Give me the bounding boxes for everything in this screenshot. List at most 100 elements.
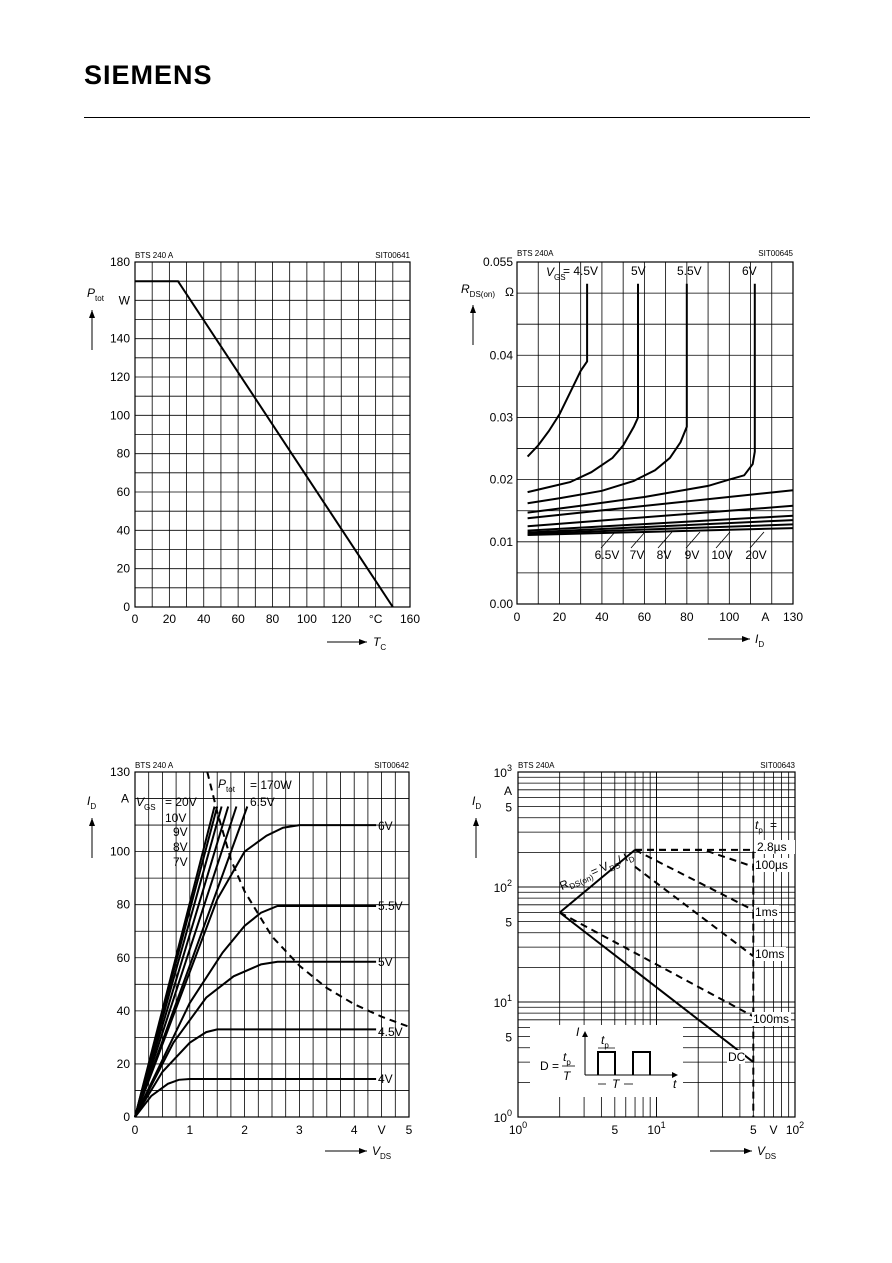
y-tick-label: 0.00 xyxy=(490,597,514,611)
x-tick-label: 120 xyxy=(331,612,351,626)
series-line xyxy=(526,283,589,458)
series-label: 5V xyxy=(631,264,646,278)
tp-label: tp xyxy=(755,818,763,835)
siemens-logo: SIEMENS xyxy=(84,60,213,90)
vgs-label: VGS xyxy=(136,795,156,812)
inset-duty-label: D = xyxy=(540,1059,559,1073)
inset-arrow-head xyxy=(672,1072,678,1078)
label-leader xyxy=(657,531,673,549)
x-axis-label: VDS xyxy=(372,1144,391,1161)
inset-t-label: t xyxy=(673,1077,677,1091)
series-line xyxy=(527,489,794,520)
series-label: 8V xyxy=(173,840,188,854)
y-axis-label: ID xyxy=(472,794,481,811)
x-tick-label: 0 xyxy=(132,612,139,626)
chart-safe-operating-area: BTS 240A SIT00643 100 5 101 5 102 V 100 5 101 5 102 5… xyxy=(472,761,804,1161)
label-leader xyxy=(685,531,701,549)
pulse-label: 100µs xyxy=(755,858,788,872)
chart-power-dissipation: BTS 240 A SIT00641 0 20 40 60 80 100 120 160 °C 0 20… xyxy=(87,251,420,652)
x-tick-label: 60 xyxy=(231,612,245,626)
series-line xyxy=(134,806,230,1118)
rds-limit-label: RDS(on)= VDS/ ID xyxy=(557,848,636,895)
series-label: 6.5V xyxy=(595,548,620,562)
x-axis-label: ID xyxy=(755,632,764,649)
y-axis-label: RDS(on) xyxy=(461,282,495,299)
y-tick-label: 5 xyxy=(505,801,512,815)
series-line xyxy=(527,283,688,505)
series-label: 5.5V xyxy=(378,899,403,913)
series-label: 6.5V xyxy=(250,795,275,809)
y-tick-label: 100 xyxy=(494,1108,512,1125)
y-tick-label: 0.03 xyxy=(490,410,514,424)
series-label: 5.5V xyxy=(677,264,702,278)
axis-arrow-head xyxy=(359,639,367,645)
series-label: 7V xyxy=(630,548,645,562)
series-line xyxy=(134,1028,377,1118)
series-line xyxy=(135,280,394,608)
axis-arrow-head xyxy=(89,310,95,318)
y-tick-label: 40 xyxy=(117,523,131,537)
series-label: 9V xyxy=(173,825,188,839)
series-line xyxy=(527,283,639,494)
inset-pulse xyxy=(632,1051,651,1075)
x-unit-label: V xyxy=(378,1123,386,1137)
series-line xyxy=(134,806,216,1118)
y-unit-label: Ω xyxy=(505,285,514,299)
series-label: 8V xyxy=(657,548,672,562)
inset-fraction-top: tp xyxy=(563,1050,571,1067)
header-rule xyxy=(84,117,810,118)
y-tick-label: 0.04 xyxy=(490,348,514,362)
x-tick-label: 101 xyxy=(647,1120,665,1137)
x-tick-label: 1 xyxy=(186,1123,193,1137)
label-bg xyxy=(756,840,795,854)
series-line xyxy=(559,911,754,1018)
x-axis-label: VDS xyxy=(757,1144,776,1161)
x-tick-label: 2 xyxy=(241,1123,248,1137)
series-line xyxy=(134,806,249,1118)
x-axis-label: TC xyxy=(373,635,386,652)
series-line xyxy=(134,905,377,1118)
figure-code: SIT00645 xyxy=(758,249,793,258)
x-tick-label: 5 xyxy=(406,1123,413,1137)
y-tick-label: 80 xyxy=(117,898,131,912)
x-tick-label: 100 xyxy=(297,612,317,626)
ptot-label: Ptot xyxy=(218,777,236,794)
y-tick-label: 0.02 xyxy=(490,473,514,487)
y-tick-label: 120 xyxy=(110,370,130,384)
y-tick-label: 0.055 xyxy=(483,255,513,269)
series-line xyxy=(134,960,377,1118)
series-line xyxy=(634,849,754,911)
series-label: 6V xyxy=(742,264,757,278)
series-line xyxy=(206,771,410,1028)
series-line xyxy=(527,283,756,514)
y-tick-label: 20 xyxy=(117,1057,131,1071)
pulse-label: 1ms xyxy=(755,905,778,919)
y-tick-label: 130 xyxy=(110,765,130,779)
series-label: = 20V xyxy=(165,795,197,809)
plot-frame xyxy=(134,261,411,608)
x-tick-label: 5 xyxy=(611,1123,618,1137)
pulse-label: 10ms xyxy=(755,947,784,961)
series-label: = 4.5V xyxy=(563,264,598,278)
y-tick-label: 20 xyxy=(117,562,131,576)
label-bg xyxy=(752,1012,791,1026)
series-line xyxy=(527,523,794,535)
pulse-label: 100ms xyxy=(753,1012,789,1026)
label-bg xyxy=(754,858,793,872)
series-label: 7V xyxy=(173,855,188,869)
series-label: 20V xyxy=(745,548,766,562)
axis-arrow-head xyxy=(744,1148,752,1154)
y-tick-label: 40 xyxy=(117,1004,131,1018)
label-bg xyxy=(727,1050,745,1064)
x-tick-label: 3 xyxy=(296,1123,303,1137)
y-tick-label: 100 xyxy=(110,845,130,859)
device-label: BTS 240 A xyxy=(135,251,174,260)
pulse-label: 2.8µs xyxy=(757,840,787,854)
label-leader xyxy=(749,531,765,549)
label-leader xyxy=(630,531,646,549)
series-line xyxy=(134,1078,377,1118)
y-tick-label: 100 xyxy=(110,408,130,422)
series-label: 9V xyxy=(685,548,700,562)
